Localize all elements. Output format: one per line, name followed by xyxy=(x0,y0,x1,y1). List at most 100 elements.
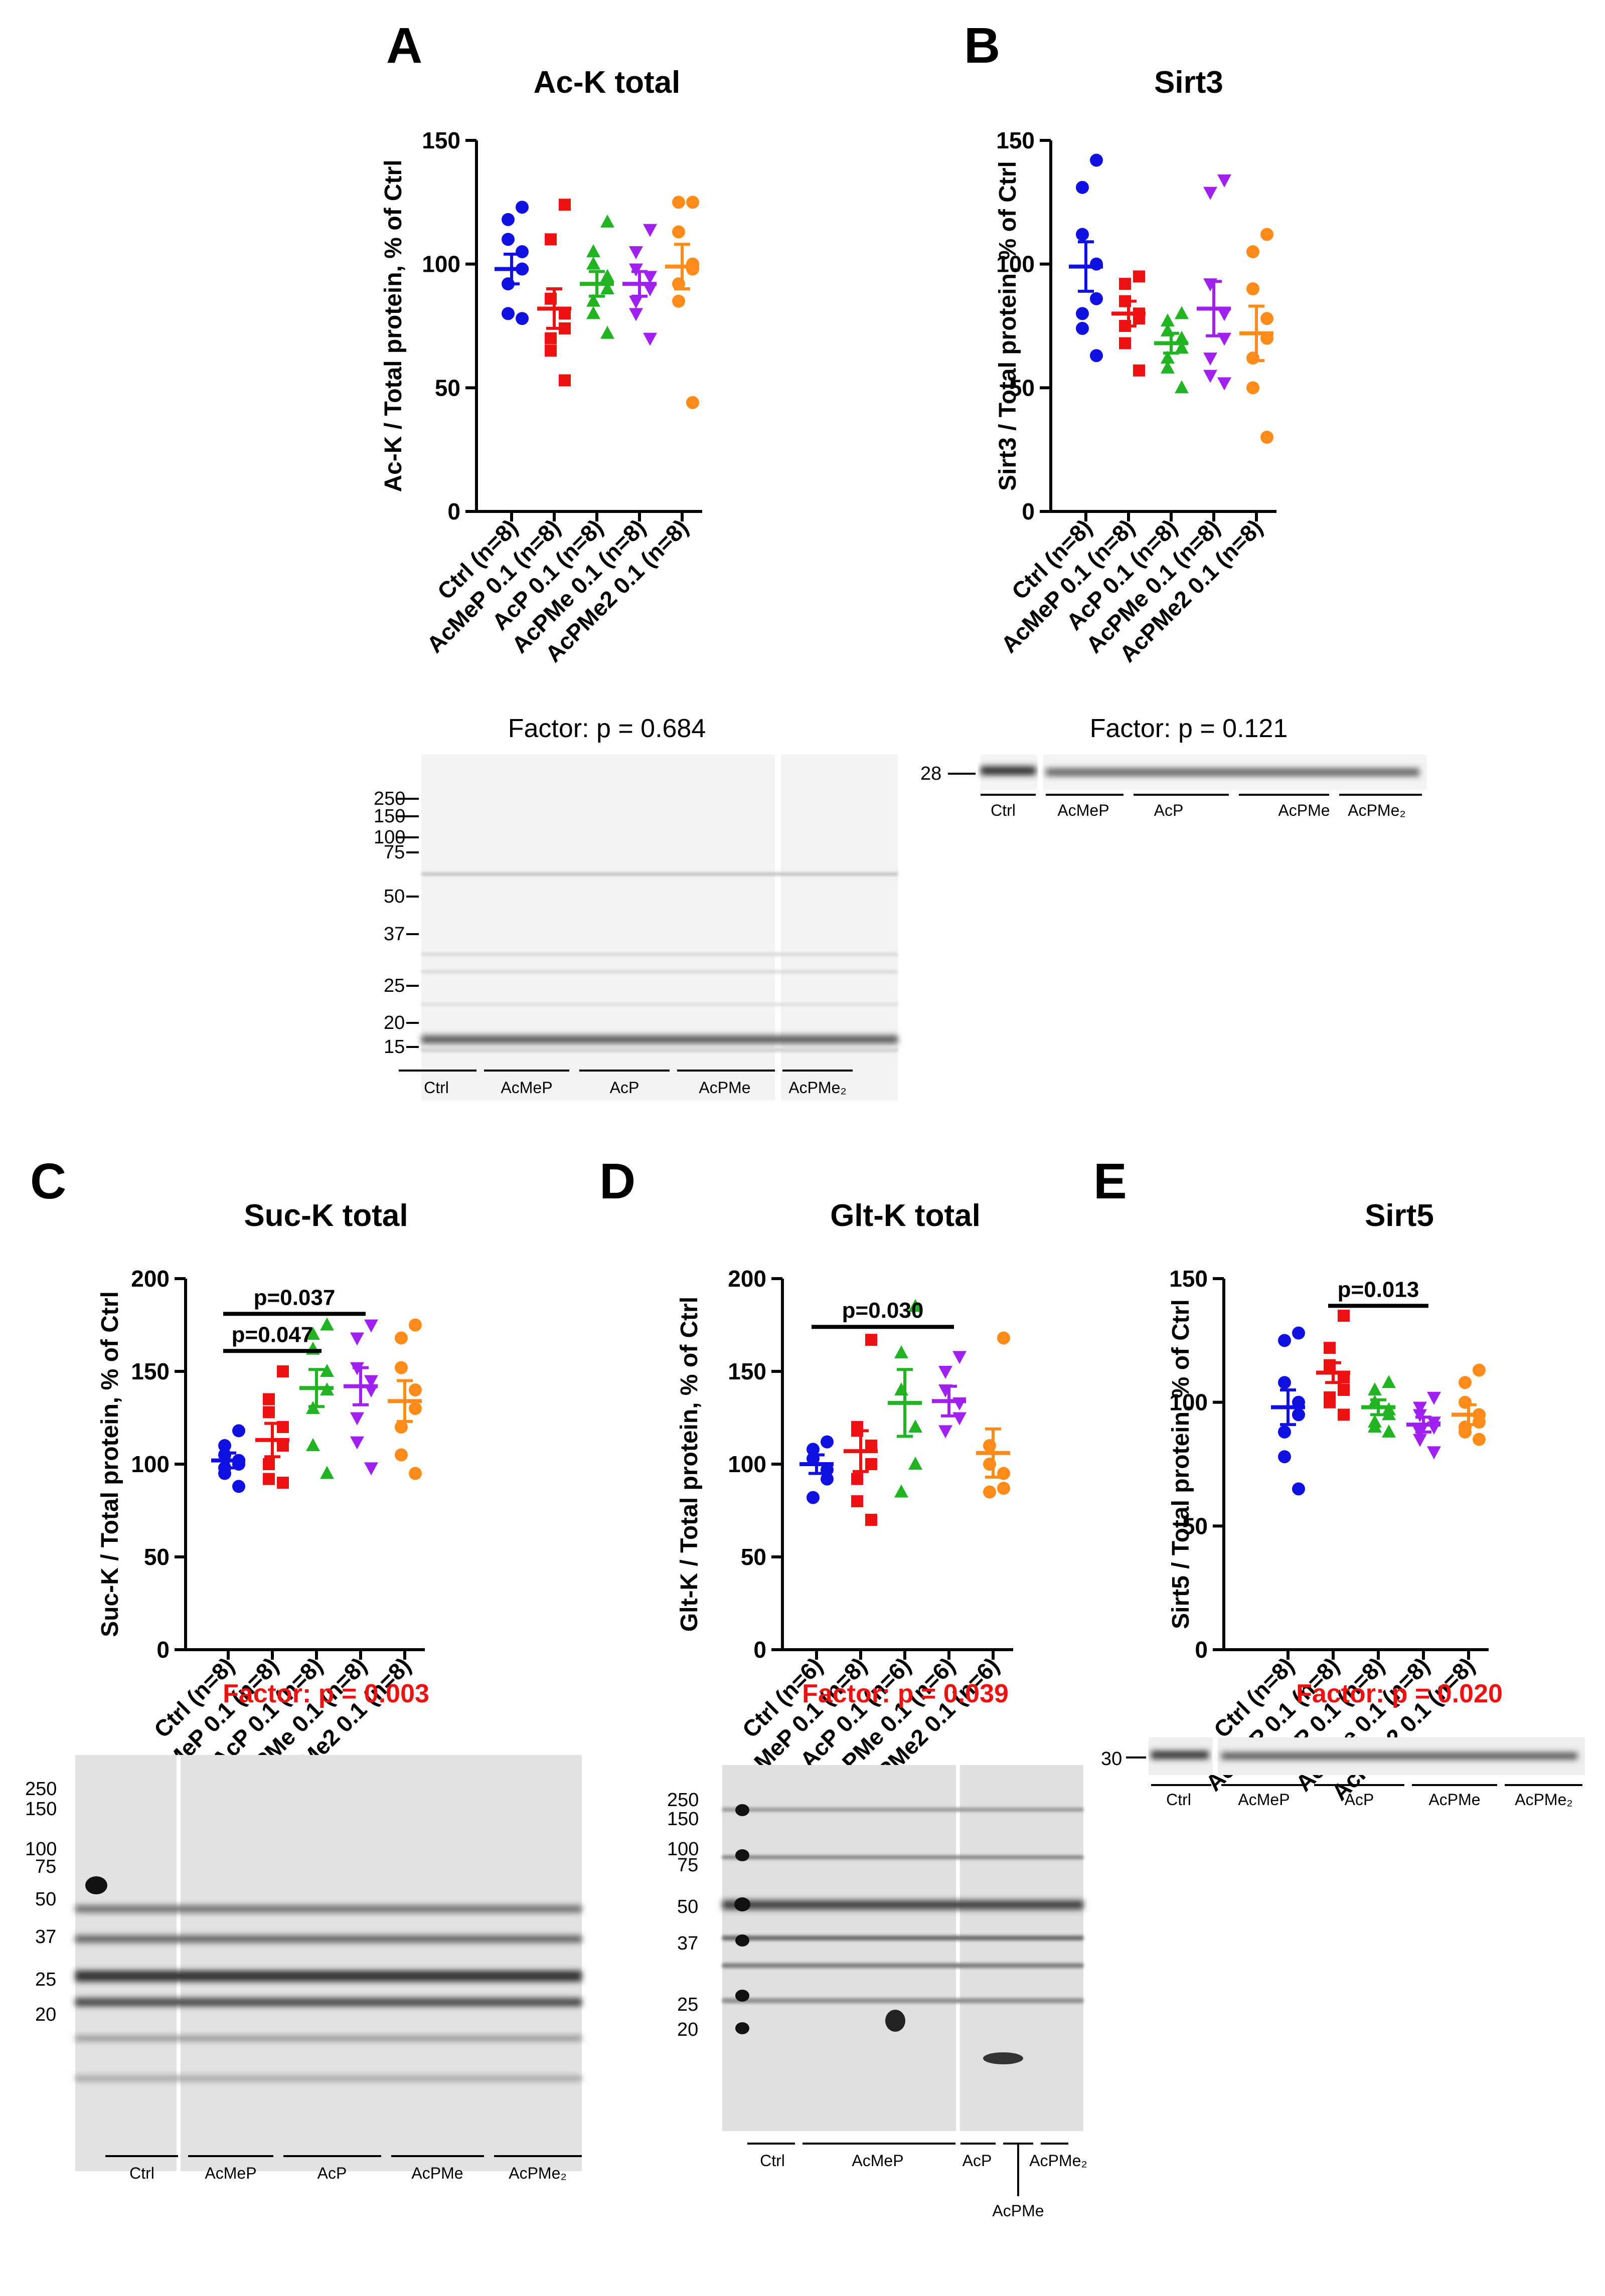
chart-c-ylabel: Suc-K / Total protein, % of Ctrl xyxy=(97,1291,123,1637)
chart-c-point-acmep-7 xyxy=(277,1477,289,1489)
chart-a-ylabel: Ac-K / Total protein, % of Ctrl xyxy=(380,159,407,492)
blot-d-mw-50: 50 xyxy=(677,1896,698,1917)
blot-c-lane-acp: AcP xyxy=(317,2164,347,2182)
chart-c-point-acpme-1 xyxy=(350,1332,364,1346)
chart-d-ylabel: Glt-K / Total protein, % of Ctrl xyxy=(676,1297,703,1632)
chart-a-point-acpme2-4 xyxy=(686,262,699,276)
chart-d-point-acpme-1 xyxy=(938,1366,952,1379)
blot-d-lane-acpme2: AcPMe₂ xyxy=(1029,2152,1087,2170)
chart-b-point-acmep-6 xyxy=(1119,337,1131,349)
chart-b-point-acpme-5 xyxy=(1203,352,1217,366)
chart-sirt3: Sirt3 0 50 100 150 Sirt3 / Total protein, % o… xyxy=(995,65,1288,743)
chart-c-point-acpme2-3 xyxy=(409,1383,422,1396)
chart-c-point-acpme2-7 xyxy=(409,1467,422,1480)
chart-a-point-acp-1 xyxy=(586,244,600,257)
blot-a-lane-acmep: AcMeP xyxy=(501,1079,552,1097)
chart-c-point-acpme-0 xyxy=(364,1319,378,1333)
chart-b-ytick-label-0: 0 xyxy=(1022,498,1035,524)
chart-b-title: Sirt3 xyxy=(1154,65,1223,100)
chart-e-ytick-label-0: 0 xyxy=(1195,1637,1208,1663)
blot-b-lane-acmep: AcMeP xyxy=(1057,801,1109,819)
chart-e-factor-p: Factor: p = 0.020 xyxy=(1296,1679,1503,1708)
blot-e-lane-ctrl: Ctrl xyxy=(1166,1791,1191,1809)
blot-c-mw-250: 250 xyxy=(25,1779,57,1800)
chart-e-point-acpme2-7 xyxy=(1473,1433,1486,1446)
chart-d-ytick-label-150: 150 xyxy=(728,1358,766,1384)
blot-e: 30 Ctrl AcMeP AcP AcPMe AcPMe₂ xyxy=(1101,1737,1585,1809)
chart-a-point-acp-3 xyxy=(600,269,614,282)
blot-a-lane-acp: AcP xyxy=(610,1079,639,1097)
chart-a-point-acmep-5 xyxy=(545,332,557,344)
chart-a-point-acpme-4 xyxy=(643,283,657,296)
chart-b-point-acp-1 xyxy=(1161,313,1175,327)
blot-c-lane-acmep: AcMeP xyxy=(205,2164,256,2182)
chart-b-point-ctrl-1 xyxy=(1076,181,1089,194)
chart-a-ytick-label-100: 100 xyxy=(422,251,460,277)
blot-b: 28 Ctrl AcMeP AcP AcPMe AcPMe₂ xyxy=(920,755,1427,819)
chart-d-point-acp-1 xyxy=(894,1345,908,1358)
chart-d-point-ctrl-5 xyxy=(807,1491,820,1504)
chart-b-point-acp-0 xyxy=(1175,306,1189,319)
chart-e-ytick-label-100: 100 xyxy=(1169,1389,1208,1416)
chart-d-point-acmep-5 xyxy=(851,1473,863,1485)
chart-e-point-acpme-0 xyxy=(1427,1391,1441,1405)
blot-a-mw-15: 15 xyxy=(384,1036,405,1057)
blot-d-lane-acp: AcP xyxy=(962,2152,992,2170)
chart-c-point-acmep-1 xyxy=(263,1393,275,1405)
blot-c-mw-75: 75 xyxy=(35,1856,56,1877)
chart-c-point-acp-3 xyxy=(320,1364,334,1377)
chart-a-point-acp-2 xyxy=(586,256,600,270)
chart-d-point-acpme2-0 xyxy=(997,1331,1010,1345)
chart-d-factor-p: Factor: p = 0.039 xyxy=(802,1679,1009,1708)
chart-e-point-ctrl-1 xyxy=(1278,1334,1291,1347)
chart-c-point-acpme-6 xyxy=(350,1436,364,1450)
chart-e-point-acpme-6 xyxy=(1413,1434,1427,1447)
blot-b-lane-ctrl: Ctrl xyxy=(991,801,1016,819)
chart-b-ylabel: Sirt3 / Total protein, % of Ctrl xyxy=(995,161,1021,491)
blot-c-mw-100: 100 xyxy=(25,1839,57,1860)
chart-c-point-ctrl-1 xyxy=(218,1439,231,1452)
chart-b-point-acmep-0 xyxy=(1133,270,1145,283)
chart-e-point-acmep-4 xyxy=(1338,1384,1350,1396)
chart-b-point-acp-4 xyxy=(1175,340,1189,354)
chart-c-factor-p: Factor: p = 0.003 xyxy=(223,1679,429,1708)
chart-e-point-acmep-6 xyxy=(1324,1396,1336,1408)
blot-c-mw-37: 37 xyxy=(35,1926,56,1948)
blot-c: 250 150 100 75 50 37 25 20 Ctrl AcMeP Ac… xyxy=(25,1755,582,2182)
chart-e-comparison-label-0: p=0.013 xyxy=(1338,1277,1419,1302)
chart-a-point-acp-4 xyxy=(600,281,614,294)
chart-c-point-acpme2-5 xyxy=(395,1421,408,1434)
chart-a-point-acmep-1 xyxy=(545,233,557,246)
chart-ac-k-total: Ac-K total 0 50 100 150 Ac-K / Total protein,… xyxy=(380,65,706,743)
chart-b-point-ctrl-0 xyxy=(1090,153,1103,167)
chart-e-point-ctrl-0 xyxy=(1292,1326,1305,1340)
chart-c-point-ctrl-6 xyxy=(218,1467,231,1480)
chart-b-point-acp-6 xyxy=(1161,360,1175,374)
chart-d-point-acpme2-5 xyxy=(983,1485,996,1499)
blot-d-lane-ctrl: Ctrl xyxy=(760,2152,785,2170)
chart-c-point-acmep-2 xyxy=(263,1406,275,1419)
blot-a-mw-37: 37 xyxy=(384,924,405,945)
chart-d-point-acp-4 xyxy=(908,1457,922,1470)
chart-d-ytick-label-0: 0 xyxy=(753,1637,766,1663)
chart-c-point-acmep-0 xyxy=(277,1365,289,1377)
chart-a-point-ctrl-1 xyxy=(502,213,515,226)
blot-a-mw-25: 25 xyxy=(384,975,405,996)
chart-a-point-acpme-3 xyxy=(643,271,657,284)
blot-c-lane-acpme: AcPMe xyxy=(411,2164,463,2182)
chart-a-point-acp-5 xyxy=(586,293,600,307)
chart-c-point-acpme-3 xyxy=(364,1375,378,1388)
chart-a-point-acp-7 xyxy=(600,325,614,339)
chart-c-point-ctrl-7 xyxy=(232,1480,245,1493)
blot-a-mw-20: 20 xyxy=(384,1012,405,1033)
chart-c-point-acp-6 xyxy=(306,1438,320,1451)
chart-b-point-acp-5 xyxy=(1161,350,1175,364)
chart-d-point-acmep-6 xyxy=(851,1495,863,1507)
blot-c-mw-150: 150 xyxy=(25,1799,57,1820)
blot-c-lane-acpme2: AcPMe₂ xyxy=(509,2164,567,2182)
chart-a-point-acp-0 xyxy=(600,214,614,228)
blot-c-mw-25: 25 xyxy=(35,1969,56,1990)
chart-c-point-acmep-6 xyxy=(263,1473,275,1485)
chart-c-ytick-label-50: 50 xyxy=(144,1544,170,1570)
